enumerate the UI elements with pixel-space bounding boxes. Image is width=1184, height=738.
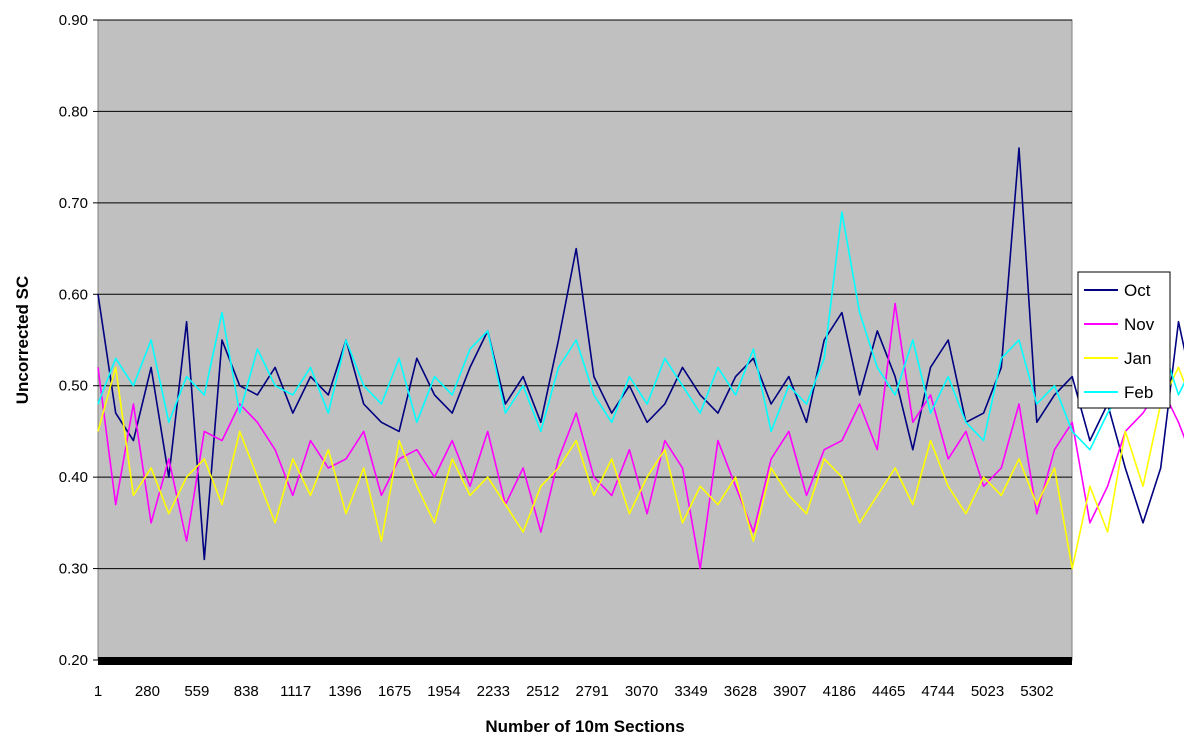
legend-box xyxy=(1077,271,1171,409)
x-tick-label: 5302 xyxy=(1020,683,1053,700)
x-tick-label: 3628 xyxy=(724,683,757,700)
y-axis-title: Uncorrected SC xyxy=(13,276,32,404)
x-tick-label: 3070 xyxy=(625,683,658,700)
legend-label-oct: Oct xyxy=(1124,281,1151,300)
x-tick-label: 1396 xyxy=(328,683,361,700)
x-tick-label: 2791 xyxy=(575,683,608,700)
gridlines xyxy=(98,19,1072,570)
x-tick-label: 4186 xyxy=(823,683,856,700)
x-tick-label: 2233 xyxy=(477,683,510,700)
x-tick-label: 5023 xyxy=(971,683,1004,700)
legend-label-nov: Nov xyxy=(1124,315,1155,334)
y-tick-label: 0.30 xyxy=(59,561,88,578)
x-tick-label: 838 xyxy=(234,683,259,700)
x-axis-bar xyxy=(98,657,1072,665)
y-tick-label: 0.20 xyxy=(59,652,88,669)
x-tick-label: 1675 xyxy=(378,683,411,700)
series-lines xyxy=(97,147,1184,570)
series-line-oct xyxy=(97,147,1184,561)
x-tick-label: 3349 xyxy=(674,683,707,700)
x-tick-label: 4744 xyxy=(921,683,954,700)
x-tick-label: 1 xyxy=(94,683,102,700)
legend-label-feb: Feb xyxy=(1124,383,1153,402)
x-tick-label: 1954 xyxy=(427,683,460,700)
series-line-feb xyxy=(97,211,1184,451)
x-tick-label: 2512 xyxy=(526,683,559,700)
y-tick-label: 0.50 xyxy=(59,378,88,395)
x-axis-title: Number of 10m Sections xyxy=(485,717,684,736)
y-axis-ticks: 0.20 0.30 0.40 0.50 0.60 0.70 0.80 0.90 xyxy=(59,12,98,669)
series-line-jan xyxy=(97,366,1184,570)
legend: Oct Nov Jan Feb xyxy=(1077,271,1171,409)
legend-label-jan: Jan xyxy=(1124,349,1151,368)
series-line-nov xyxy=(97,302,1184,570)
x-tick-label: 280 xyxy=(135,683,160,700)
x-axis-ticks: 1 280 559 838 1117 1396 1675 1954 2233 2512 2791 30… xyxy=(94,683,1054,700)
y-tick-label: 0.70 xyxy=(59,195,88,212)
y-tick-label: 0.40 xyxy=(59,469,88,486)
x-tick-label: 559 xyxy=(184,683,209,700)
x-tick-label: 1117 xyxy=(280,683,311,700)
x-tick-label: 4465 xyxy=(872,683,905,700)
plot-area xyxy=(97,19,1073,661)
y-tick-label: 0.60 xyxy=(59,286,88,303)
y-tick-label: 0.90 xyxy=(59,12,88,29)
x-tick-label: 3907 xyxy=(773,683,806,700)
y-tick-label: 0.80 xyxy=(59,103,88,120)
